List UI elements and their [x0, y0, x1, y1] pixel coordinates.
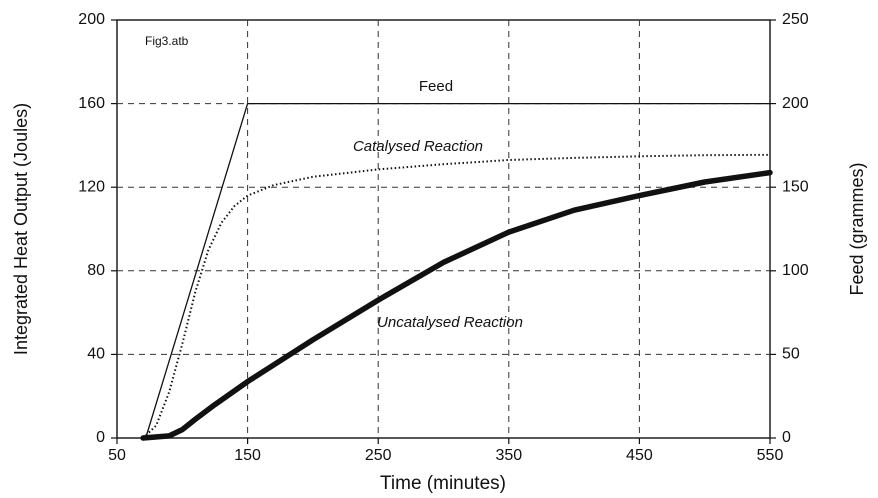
y2-tick-label: 200: [782, 95, 809, 112]
x-tick-label: 550: [757, 447, 784, 464]
y2-tick-label: 100: [782, 262, 809, 279]
y2-tick-label: 0: [782, 429, 791, 446]
x-axis-label: Time (minutes): [380, 473, 506, 494]
y2-axis-label: Feed (grammes): [847, 162, 867, 295]
y-axis-label: Integrated Heat Output (Joules): [11, 103, 31, 355]
plot-frame: [116, 19, 771, 439]
x-tick-label: 150: [234, 447, 261, 464]
y2-tick-label: 50: [782, 346, 800, 363]
y2-tick-label: 250: [782, 11, 809, 28]
series-label: Catalysed Reaction: [353, 138, 483, 155]
x-tick-label: 250: [365, 447, 392, 464]
x-tick-label: 450: [626, 447, 653, 464]
series-line: [145, 102, 770, 439]
x-tick-label: 50: [108, 447, 126, 464]
y-tick-label: 120: [78, 178, 105, 195]
y-tick-label: 200: [78, 11, 105, 28]
annotation: Fig3.atb: [145, 34, 189, 48]
series-line: [142, 153, 771, 439]
y-tick-label: 160: [78, 95, 105, 112]
y-tick-label: 80: [87, 262, 105, 279]
y-tick-label: 40: [87, 346, 105, 363]
series-line: [140, 169, 773, 441]
series-label: Feed: [419, 78, 453, 95]
y2-tick-label: 150: [782, 178, 809, 195]
series-label: Uncatalysed Reaction: [377, 314, 523, 331]
x-tick-label: 350: [495, 447, 522, 464]
y-tick-label: 0: [96, 429, 105, 446]
